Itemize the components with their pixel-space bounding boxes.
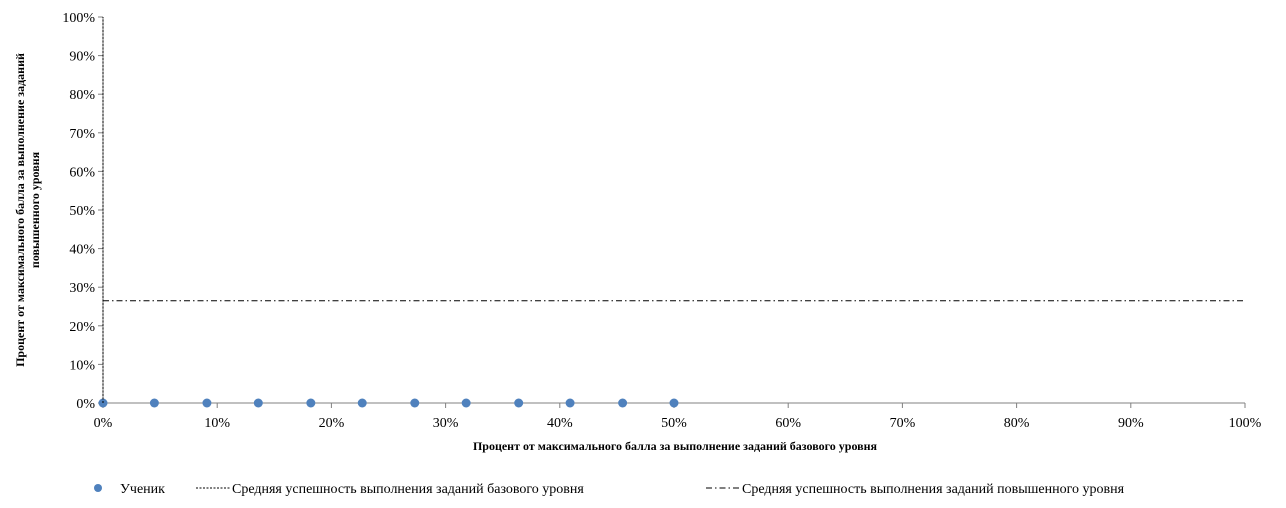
- tick-labels: 0% 10% 20% 30% 40% 50% 60% 70% 80% 90% 100% 0% 10% 20…: [62, 11, 1261, 431]
- x-tick-label: 0%: [94, 416, 113, 431]
- y-tick-label: 90%: [69, 50, 95, 65]
- legend-swatch: [94, 484, 102, 492]
- y-tick-label: 20%: [69, 320, 95, 335]
- data-point: [357, 398, 367, 408]
- data-point: [306, 398, 316, 408]
- y-tick-label: 70%: [69, 127, 95, 142]
- x-tick-label: 40%: [547, 416, 573, 431]
- y-axis-title-line: Процент от максимального балла за выполн…: [13, 53, 27, 367]
- y-tick-label: 30%: [69, 281, 95, 296]
- plot-area: [98, 16, 1246, 408]
- data-point: [149, 398, 159, 408]
- y-tick-label: 100%: [62, 11, 95, 26]
- data-point: [669, 398, 679, 408]
- x-axis-title: Процент от максимального балла за выполн…: [473, 439, 878, 453]
- y-tick-label: 10%: [69, 358, 95, 373]
- y-tick-label: 80%: [69, 88, 95, 103]
- x-tick-label: 50%: [661, 416, 687, 431]
- x-tick-label: 100%: [1229, 416, 1262, 431]
- data-point: [514, 398, 524, 408]
- legend-label: Ученик: [120, 482, 165, 497]
- x-tick-label: 10%: [204, 416, 230, 431]
- y-tick-label: 40%: [69, 243, 95, 258]
- data-point: [202, 398, 212, 408]
- x-tick-label: 90%: [1118, 416, 1144, 431]
- x-tick-label: 30%: [433, 416, 459, 431]
- x-tick-label: 70%: [890, 416, 916, 431]
- y-tick-label: 0%: [76, 397, 95, 412]
- legend-label: Средняя успешность выполнения заданий по…: [742, 482, 1125, 497]
- x-tick-label: 80%: [1004, 416, 1030, 431]
- data-point: [618, 398, 628, 408]
- y-axis-title-line: повышенного уровня: [28, 151, 42, 268]
- y-tick-label: 60%: [69, 165, 95, 180]
- legend-label: Средняя успешность выполнения заданий ба…: [232, 482, 584, 497]
- y-axis-title-text: Процент от максимального балла за выполн…: [13, 53, 42, 367]
- data-point: [461, 398, 471, 408]
- y-tick-label: 50%: [69, 204, 95, 219]
- data-point: [253, 398, 263, 408]
- x-tick-label: 60%: [775, 416, 801, 431]
- data-point: [565, 398, 575, 408]
- legend: Ученик Средняя успешность выполнения зада…: [94, 482, 1125, 497]
- data-marks: [98, 17, 1245, 408]
- y-axis-title: Процент от максимального балла за выполн…: [13, 53, 42, 367]
- data-point: [410, 398, 420, 408]
- x-tick-label: 20%: [319, 416, 345, 431]
